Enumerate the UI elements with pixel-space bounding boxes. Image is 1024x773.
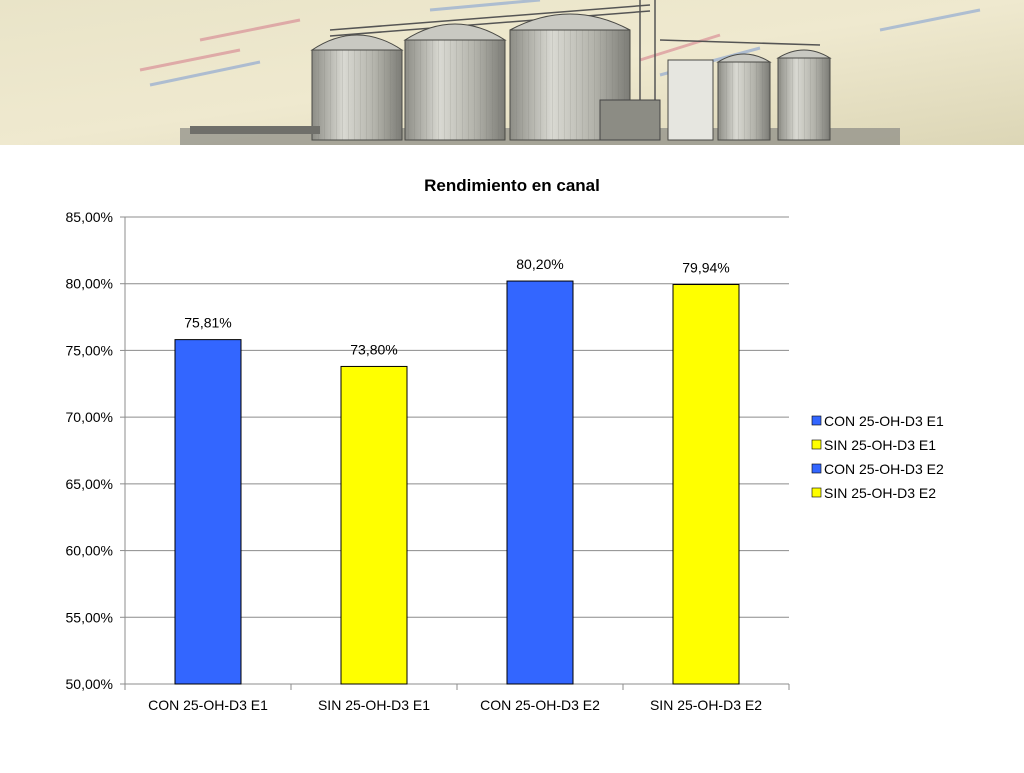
y-tick-label: 50,00% — [66, 676, 113, 692]
legend-swatch — [811, 415, 822, 426]
y-tick-label: 85,00% — [66, 209, 113, 225]
bar — [506, 280, 574, 685]
x-tick-label: CON 25-OH-D3 E2 — [480, 697, 600, 713]
x-tick-label: SIN 25-OH-D3 E2 — [650, 697, 762, 713]
legend-label: CON 25-OH-D3 E1 — [824, 413, 944, 429]
bar — [340, 365, 408, 685]
y-tick-label: 80,00% — [66, 276, 113, 292]
bar — [672, 284, 740, 685]
legend-label: CON 25-OH-D3 E2 — [824, 461, 944, 477]
data-label: 73,80% — [350, 341, 397, 357]
chart-area: Rendimiento en canal 50,00% 55,00% 60,00% 6… — [0, 145, 1024, 768]
bar-chart: 50,00% 55,00% 60,00% 65,00% 70,00% 75,00% 80,0… — [66, 209, 945, 713]
legend-label: SIN 25-OH-D3 E2 — [824, 485, 936, 501]
y-tick-label: 70,00% — [66, 409, 113, 425]
data-label: 75,81% — [184, 315, 231, 331]
y-tick-label: 75,00% — [66, 342, 113, 358]
y-tick-label: 60,00% — [66, 543, 113, 559]
legend-swatch — [811, 487, 822, 498]
x-tick-label: SIN 25-OH-D3 E1 — [318, 697, 430, 713]
legend-swatch — [811, 463, 822, 474]
data-label: 79,94% — [682, 260, 729, 276]
x-tick-label: CON 25-OH-D3 E1 — [148, 697, 268, 713]
bar — [174, 339, 242, 685]
y-tick-label: 55,00% — [66, 609, 113, 625]
y-tick-label: 65,00% — [66, 476, 113, 492]
header-banner — [0, 0, 1024, 145]
legend-swatch — [811, 439, 822, 450]
data-label: 80,20% — [516, 256, 563, 272]
chart-title: Rendimiento en canal — [424, 176, 600, 195]
silo-illustration — [0, 0, 1024, 145]
legend-label: SIN 25-OH-D3 E1 — [824, 437, 936, 453]
